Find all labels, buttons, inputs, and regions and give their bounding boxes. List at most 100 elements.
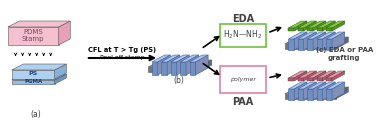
Polygon shape — [298, 71, 316, 78]
Polygon shape — [313, 71, 326, 81]
Polygon shape — [307, 78, 313, 81]
Polygon shape — [55, 74, 66, 84]
Text: PAA: PAA — [232, 97, 254, 107]
Polygon shape — [313, 82, 326, 100]
Polygon shape — [161, 55, 180, 62]
Polygon shape — [12, 74, 66, 80]
FancyBboxPatch shape — [220, 66, 266, 92]
Polygon shape — [152, 55, 170, 62]
Polygon shape — [288, 39, 294, 50]
Polygon shape — [304, 32, 316, 50]
Polygon shape — [288, 89, 294, 100]
Polygon shape — [167, 55, 180, 75]
Polygon shape — [288, 71, 307, 78]
Polygon shape — [186, 55, 199, 75]
Polygon shape — [298, 39, 304, 50]
Polygon shape — [158, 55, 170, 75]
Polygon shape — [148, 67, 199, 72]
Polygon shape — [298, 82, 316, 89]
Polygon shape — [294, 71, 307, 81]
Polygon shape — [285, 94, 336, 99]
Polygon shape — [326, 89, 332, 100]
Polygon shape — [288, 82, 307, 89]
Polygon shape — [317, 78, 322, 81]
Polygon shape — [152, 62, 158, 75]
Polygon shape — [161, 62, 167, 75]
Polygon shape — [288, 21, 307, 28]
Polygon shape — [285, 44, 336, 49]
Polygon shape — [326, 32, 345, 39]
Polygon shape — [307, 21, 326, 28]
Polygon shape — [298, 89, 304, 100]
Polygon shape — [294, 21, 307, 31]
Polygon shape — [288, 28, 294, 31]
Polygon shape — [307, 82, 326, 89]
Polygon shape — [12, 80, 55, 84]
FancyBboxPatch shape — [220, 24, 266, 46]
Polygon shape — [8, 27, 59, 45]
Text: $\mathregular{H_2N}$—$\mathregular{NH_2}$: $\mathregular{H_2N}$—$\mathregular{NH_2}… — [223, 29, 262, 41]
Text: PGMA: PGMA — [24, 79, 42, 84]
Polygon shape — [171, 62, 177, 75]
Polygon shape — [332, 32, 345, 50]
Text: PS: PS — [29, 71, 38, 76]
Polygon shape — [322, 82, 335, 100]
Polygon shape — [304, 71, 316, 81]
Polygon shape — [313, 21, 326, 31]
Polygon shape — [326, 39, 332, 50]
Polygon shape — [326, 21, 345, 28]
Text: (c) EDA or PAA
grafting: (c) EDA or PAA grafting — [316, 47, 373, 61]
Polygon shape — [59, 21, 70, 45]
Polygon shape — [285, 87, 348, 94]
Text: CFL at T > Tg (PS): CFL at T > Tg (PS) — [88, 47, 156, 53]
Polygon shape — [298, 28, 304, 31]
Polygon shape — [317, 71, 335, 78]
Polygon shape — [317, 82, 335, 89]
Polygon shape — [332, 21, 345, 31]
Polygon shape — [307, 89, 313, 100]
Polygon shape — [332, 82, 345, 100]
Text: Peel off stamp: Peel off stamp — [99, 56, 144, 61]
Polygon shape — [304, 21, 316, 31]
Polygon shape — [326, 82, 345, 89]
Polygon shape — [171, 55, 189, 62]
Text: (b): (b) — [173, 76, 184, 85]
Polygon shape — [298, 32, 316, 39]
Polygon shape — [285, 37, 348, 44]
Polygon shape — [195, 55, 208, 75]
Polygon shape — [317, 39, 322, 50]
Polygon shape — [8, 21, 70, 27]
Polygon shape — [148, 60, 212, 67]
Polygon shape — [55, 64, 66, 79]
Polygon shape — [326, 78, 332, 81]
Polygon shape — [177, 55, 189, 75]
Polygon shape — [294, 82, 307, 100]
Polygon shape — [288, 32, 307, 39]
Polygon shape — [317, 28, 322, 31]
Text: PDMS
Stamp: PDMS Stamp — [22, 29, 45, 41]
Polygon shape — [298, 21, 316, 28]
Polygon shape — [336, 87, 348, 99]
Polygon shape — [180, 55, 199, 62]
Polygon shape — [326, 28, 332, 31]
Polygon shape — [12, 64, 66, 70]
Polygon shape — [298, 78, 304, 81]
Polygon shape — [322, 71, 335, 81]
Text: EDA: EDA — [232, 14, 254, 24]
Polygon shape — [288, 78, 294, 81]
Polygon shape — [317, 89, 322, 100]
Polygon shape — [12, 70, 55, 79]
Polygon shape — [190, 55, 208, 62]
Polygon shape — [190, 62, 195, 75]
Polygon shape — [307, 28, 313, 31]
Polygon shape — [199, 60, 212, 72]
Polygon shape — [304, 82, 316, 100]
Polygon shape — [336, 37, 348, 49]
Polygon shape — [307, 32, 326, 39]
Polygon shape — [326, 71, 345, 78]
Polygon shape — [317, 32, 335, 39]
Polygon shape — [307, 39, 313, 50]
Text: polymer: polymer — [230, 76, 256, 81]
Polygon shape — [180, 62, 186, 75]
Polygon shape — [294, 32, 307, 50]
